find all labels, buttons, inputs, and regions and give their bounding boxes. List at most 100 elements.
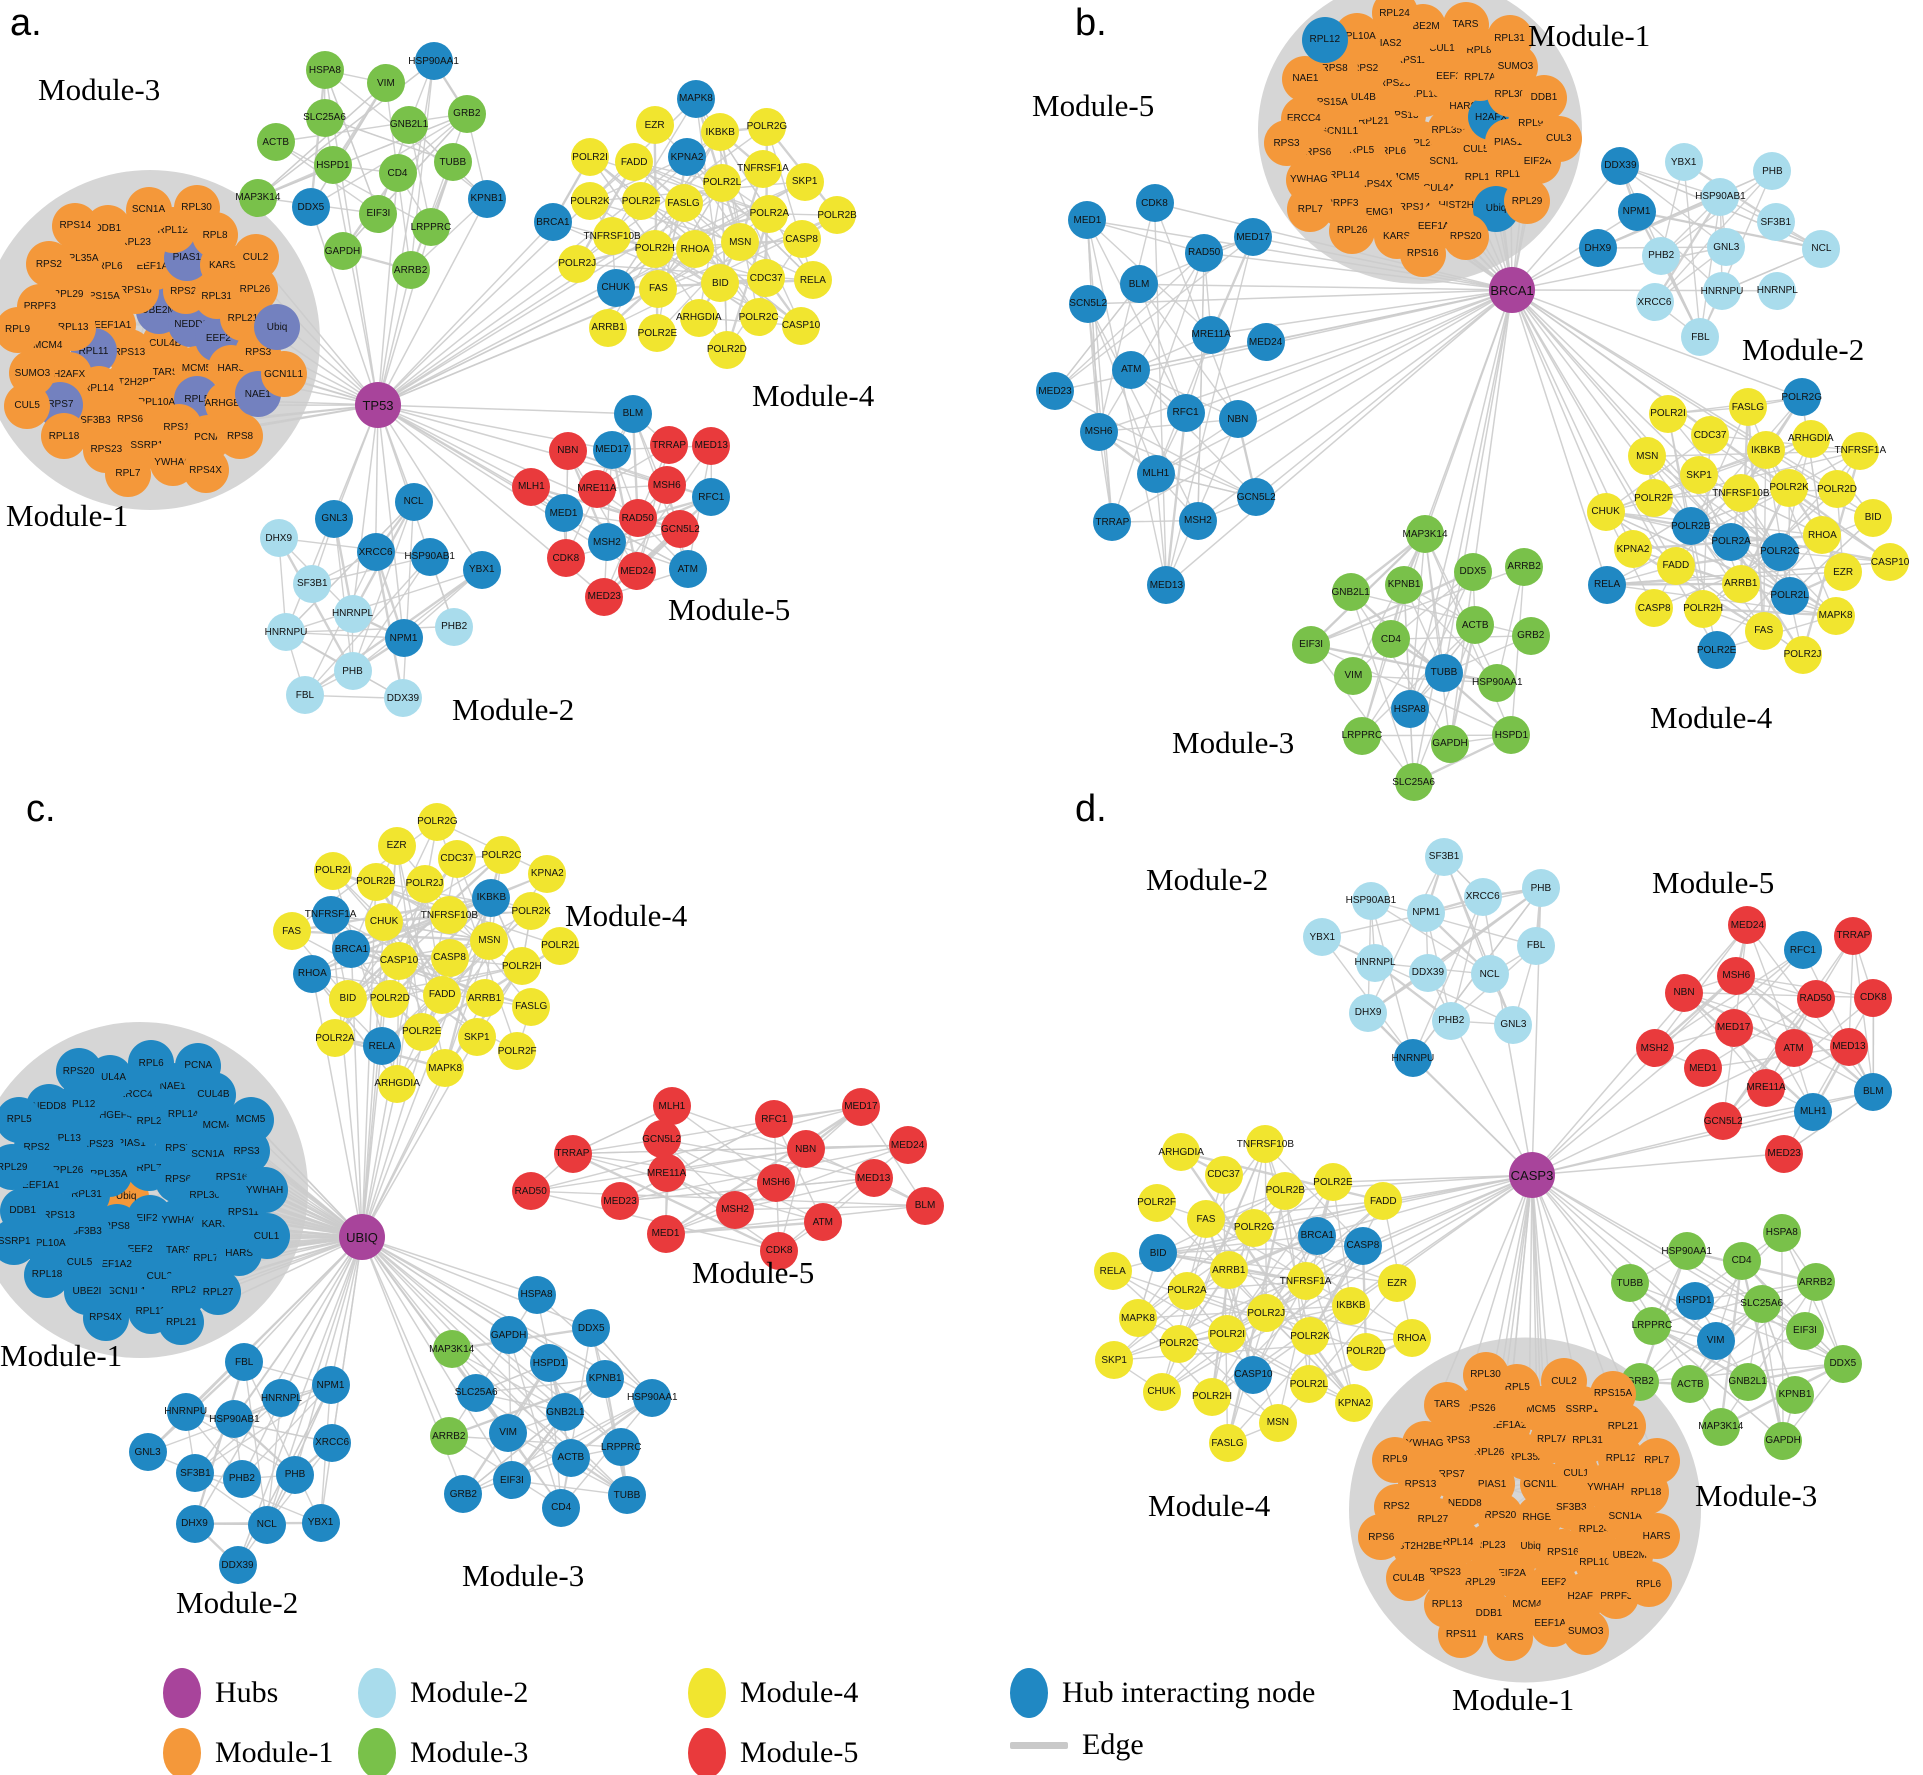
node-MED17[interactable]: MED17	[1714, 1008, 1753, 1047]
node-MED1[interactable]: MED1	[544, 494, 583, 532]
node-RPL26[interactable]: RPL26	[1329, 207, 1376, 254]
node-RHOA[interactable]: RHOA	[293, 954, 332, 993]
node-RFC1[interactable]: RFC1	[1783, 931, 1822, 970]
node-SLC25A6[interactable]: SLC25A6	[1740, 1284, 1783, 1323]
node-CDK8[interactable]: CDK8	[1854, 978, 1893, 1017]
node-CASP8[interactable]: CASP8	[1635, 589, 1674, 628]
node-ARRB2[interactable]: ARRB2	[1796, 1263, 1835, 1302]
node-EZR[interactable]: EZR	[1378, 1264, 1417, 1303]
node-FAS[interactable]: FAS	[639, 269, 678, 308]
node-RPS11[interactable]: RPS11	[1438, 1611, 1485, 1658]
node-FASLG[interactable]: FASLG	[1208, 1424, 1247, 1463]
node-MED24[interactable]: MED24	[888, 1126, 927, 1165]
node-CUL3[interactable]: CUL3	[1535, 115, 1582, 162]
node-POLR2F[interactable]: POLR2F	[1634, 479, 1673, 517]
node-RPL31[interactable]: RPL31	[1486, 15, 1533, 61]
node-CD4[interactable]: CD4	[542, 1488, 581, 1527]
node-RPL9[interactable]: RPL9	[0, 306, 41, 353]
node-ACTB[interactable]: ACTB	[1671, 1365, 1710, 1404]
node-RPL27[interactable]: RPL27	[195, 1269, 242, 1315]
node-TNFRSF1A[interactable]: TNFRSF1A	[1834, 431, 1886, 470]
node-POLR2A[interactable]: POLR2A	[1167, 1271, 1207, 1310]
node-MED13[interactable]: MED13	[1829, 1027, 1868, 1066]
node-RPL7[interactable]: RPL7	[104, 450, 151, 497]
node-POLR2L[interactable]: POLR2L	[703, 163, 741, 202]
node-EZR[interactable]: EZR	[635, 106, 674, 145]
node-POLR2J[interactable]: POLR2J	[405, 864, 444, 903]
node-POLR2A[interactable]: POLR2A	[315, 1019, 355, 1058]
node-NCL[interactable]: NCL	[1470, 955, 1509, 994]
node-EIF3I[interactable]: EIF3I	[1292, 625, 1331, 664]
node-TNFRSF10B[interactable]: TNFRSF10B	[421, 896, 478, 935]
node-MSN[interactable]: MSN	[721, 223, 760, 262]
node-MRE11A[interactable]: MRE11A	[1746, 1068, 1786, 1107]
node-SF3B1[interactable]: SF3B1	[1425, 837, 1464, 876]
node-BID[interactable]: BID	[701, 264, 740, 303]
node-HNRNPL[interactable]: HNRNPL	[1757, 271, 1798, 310]
node-TARS[interactable]: TARS	[1424, 1381, 1470, 1428]
node-RPS8[interactable]: RPS8	[217, 413, 263, 459]
node-KPNB1[interactable]: KPNB1	[586, 1359, 625, 1398]
node-POLR2D[interactable]: POLR2D	[370, 979, 410, 1018]
node-DDX5[interactable]: DDX5	[291, 188, 330, 226]
node-CDC37[interactable]: CDC37	[747, 259, 786, 297]
node-MSN[interactable]: MSN	[1628, 437, 1667, 476]
node-MAPK8[interactable]: MAPK8	[1119, 1299, 1157, 1338]
node-DDX39[interactable]: DDX39	[383, 679, 422, 718]
node-POLR2B[interactable]: POLR2B	[817, 196, 857, 235]
node-MSH2[interactable]: MSH2	[1178, 501, 1217, 540]
node-FADD[interactable]: FADD	[1364, 1182, 1403, 1220]
node-PCNA[interactable]: PCNA	[175, 1042, 222, 1089]
node-FADD[interactable]: FADD	[423, 975, 462, 1014]
node-FASLG[interactable]: FASLG	[1728, 388, 1767, 427]
node-HSPD1[interactable]: HSPD1	[1492, 716, 1531, 755]
node-RPS2[interactable]: RPS2	[25, 241, 72, 288]
node-TNFRSF1A[interactable]: TNFRSF1A	[305, 895, 356, 934]
node-LRPPRC[interactable]: LRPPRC	[601, 1428, 641, 1467]
node-SLC25A6[interactable]: SLC25A6	[455, 1373, 498, 1412]
node-ARHGDIA[interactable]: ARHGDIA	[374, 1064, 420, 1103]
node-RPS4X[interactable]: RPS4X	[82, 1294, 129, 1341]
node-RELA[interactable]: RELA	[793, 261, 832, 300]
node-CUL2[interactable]: CUL2	[1541, 1358, 1587, 1405]
node-MAPK8[interactable]: MAPK8	[676, 79, 715, 118]
node-HSPA8[interactable]: HSPA8	[1390, 690, 1429, 728]
node-MAP3K14[interactable]: MAP3K14	[429, 1330, 474, 1369]
node-ARHGDIA[interactable]: ARHGDIA	[1788, 419, 1834, 458]
node-MED17[interactable]: MED17	[592, 430, 631, 469]
node-RPS20[interactable]: RPS20	[1442, 213, 1489, 260]
node-KPNA2[interactable]: KPNA2	[1335, 1384, 1374, 1423]
node-NBN[interactable]: NBN	[548, 431, 587, 470]
node-EZR[interactable]: EZR	[377, 826, 416, 865]
node-TNFRSF10B[interactable]: TNFRSF10B	[583, 217, 641, 256]
node-SCN1A[interactable]: SCN1A	[125, 186, 172, 233]
node-HSP90AA1[interactable]: HSP90AA1	[408, 42, 459, 81]
node-EIF3I[interactable]: EIF3I	[359, 194, 398, 233]
node-RFC1[interactable]: RFC1	[692, 478, 731, 517]
node-ATM[interactable]: ATM	[668, 550, 707, 589]
node-PHB2[interactable]: PHB2	[1642, 236, 1681, 275]
node-RPL7[interactable]: RPL7	[1633, 1437, 1680, 1484]
node-NBN[interactable]: NBN	[1218, 400, 1257, 439]
node-KPNB1[interactable]: KPNB1	[1776, 1375, 1814, 1414]
node-YBX1[interactable]: YBX1	[1664, 143, 1703, 182]
node-DHX9[interactable]: DHX9	[1349, 993, 1388, 1032]
node-TRRAP[interactable]: TRRAP	[553, 1134, 592, 1173]
node-RPL7[interactable]: RPL7	[1287, 186, 1334, 233]
node-SF3B1[interactable]: SF3B1	[293, 564, 332, 603]
node-YBX1[interactable]: YBX1	[462, 550, 501, 589]
node-FAS[interactable]: FAS	[1187, 1200, 1225, 1239]
node-HSPD1[interactable]: HSPD1	[530, 1344, 569, 1382]
node-RPL21[interactable]: RPL21	[158, 1299, 205, 1346]
node-GNL3[interactable]: GNL3	[1707, 228, 1746, 266]
node-MAP3K14[interactable]: MAP3K14	[235, 178, 280, 217]
node-MRE11A[interactable]: MRE11A	[647, 1154, 686, 1193]
node-GNB2L1[interactable]: GNB2L1	[546, 1393, 585, 1432]
node-CASP10[interactable]: CASP10	[1234, 1355, 1273, 1394]
node-FADD[interactable]: FADD	[615, 143, 654, 182]
node-RHOA[interactable]: RHOA	[1392, 1319, 1431, 1357]
node-PHB[interactable]: PHB	[276, 1455, 314, 1494]
node-EIF3I[interactable]: EIF3I	[492, 1461, 531, 1500]
node-RELA[interactable]: RELA	[362, 1027, 401, 1065]
node-MSH6[interactable]: MSH6	[757, 1163, 796, 1202]
